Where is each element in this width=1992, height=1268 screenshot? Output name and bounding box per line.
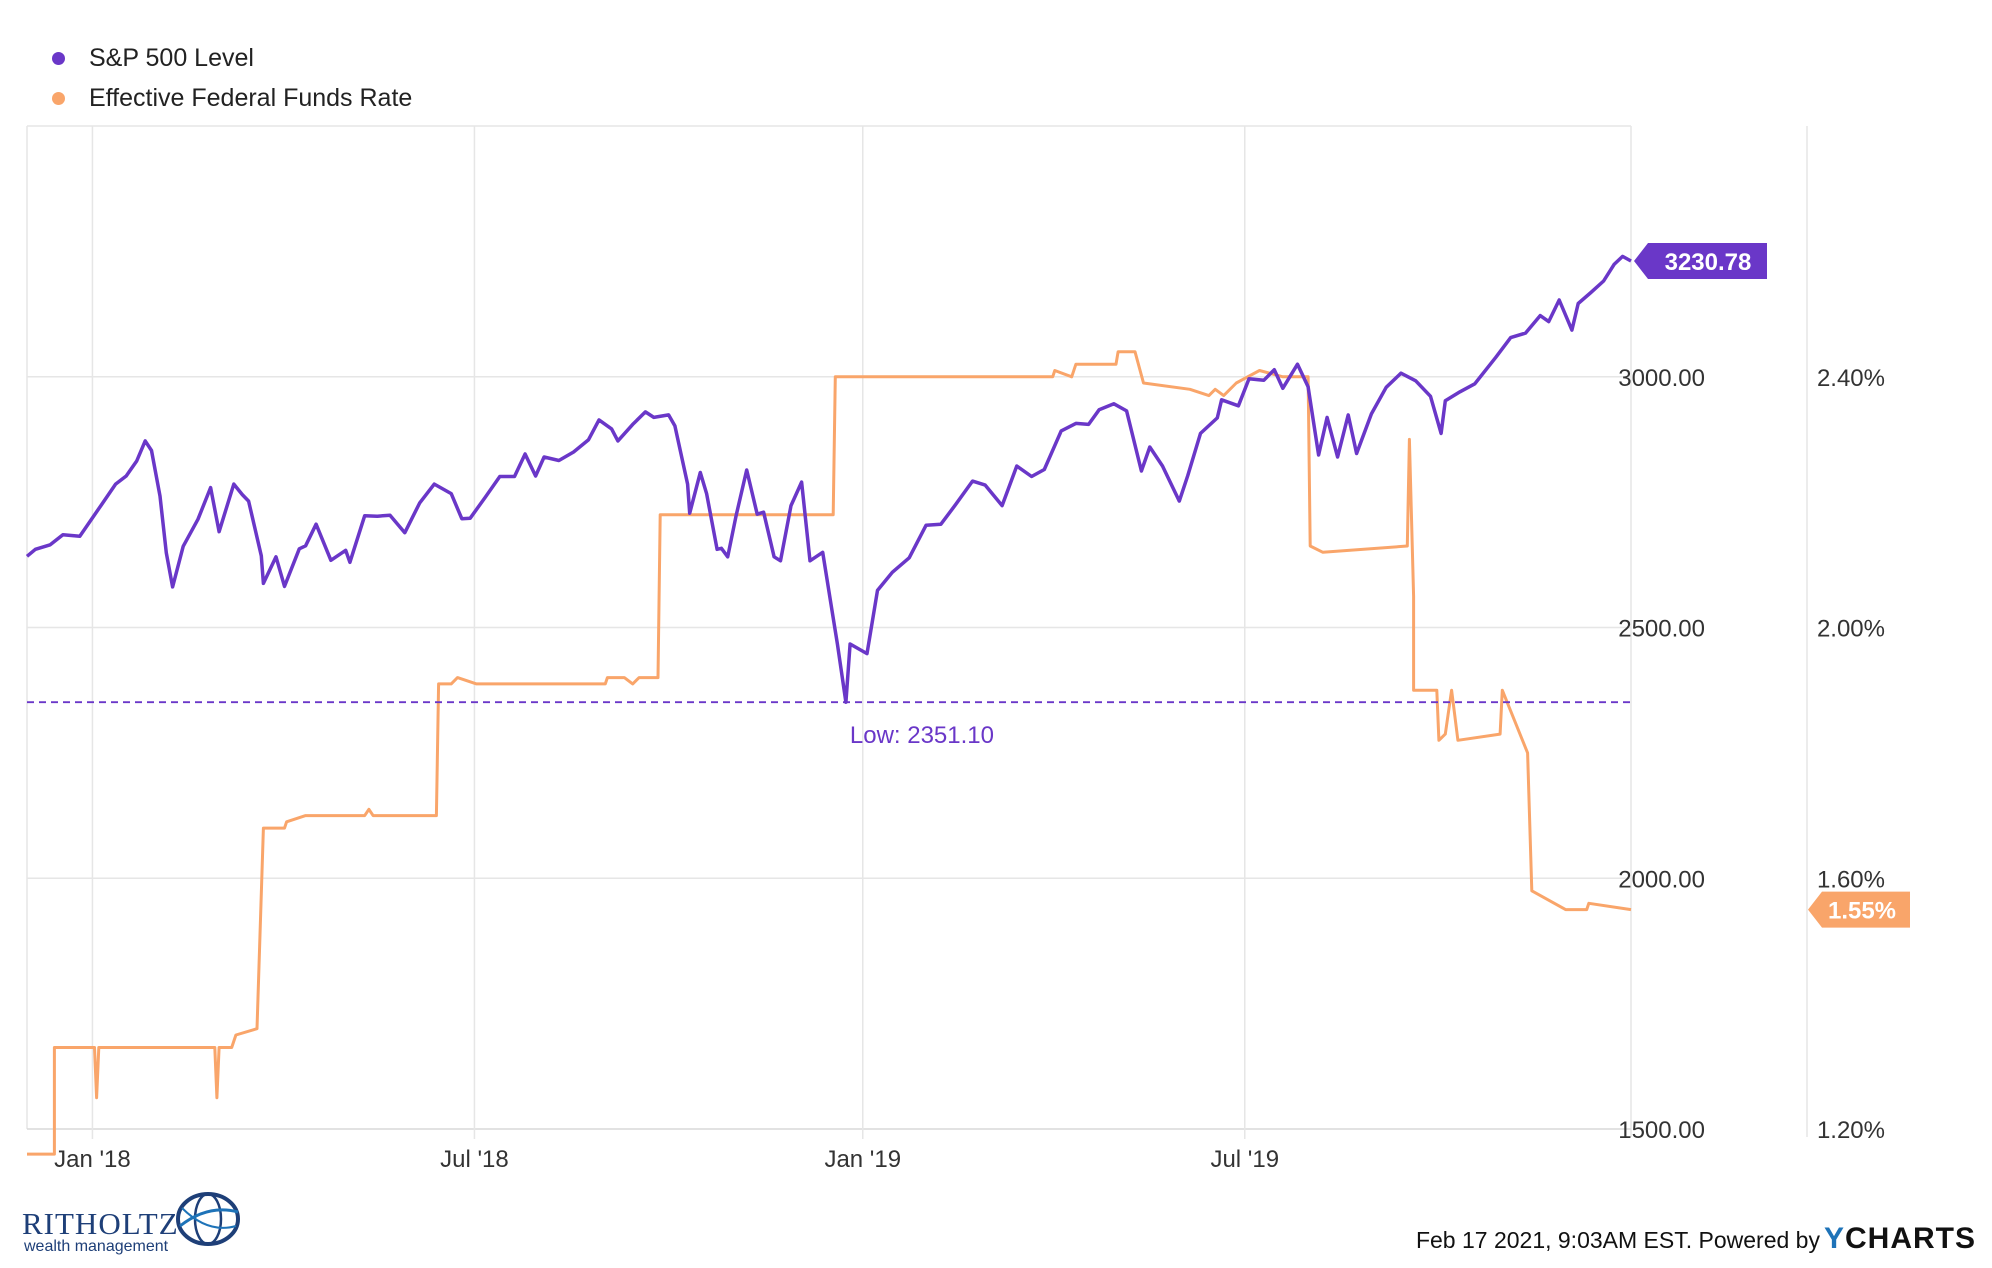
series-lines xyxy=(25,254,1632,1156)
low-annotation-label: Low: 2351.10 xyxy=(850,722,994,749)
tick-labels: 1500.00 2000.00 2500.00 3000.00 1.20% 1.60% 2.… xyxy=(54,365,1885,1173)
y-left-tick-label: 2000.00 xyxy=(1618,866,1705,893)
fedfunds-line xyxy=(27,350,1632,1156)
legend-item-sp500[interactable]: S&P 500 Level xyxy=(52,38,412,78)
x-tick-label: Jan '19 xyxy=(824,1146,901,1173)
y-right-tick-label: 1.60% xyxy=(1817,866,1885,893)
ritholtz-logo: RITHOLTZ wealth management xyxy=(22,1186,252,1256)
sp500-end-tag xyxy=(1634,243,1767,280)
footer-timestamp: Feb 17 2021, 9:03AM EST. Powered by xyxy=(1415,1227,1820,1253)
legend-item-fedfunds[interactable]: Effective Federal Funds Rate xyxy=(52,78,412,118)
x-tick-label: Jul '18 xyxy=(440,1146,509,1173)
legend-label-fedfunds: Effective Federal Funds Rate xyxy=(89,83,413,112)
x-tick-label: Jan '18 xyxy=(54,1146,131,1173)
fedfunds-end-tag xyxy=(1808,891,1910,928)
brand-subtitle: wealth management xyxy=(24,1238,169,1255)
y-right-tick-label: 2.40% xyxy=(1817,365,1885,392)
x-tick-label: Jul '19 xyxy=(1210,1146,1279,1173)
footer-attribution: Feb 17 2021, 9:03AM EST. Powered by YCHA… xyxy=(1416,1222,1976,1256)
y-left-tick-label: 1500.00 xyxy=(1618,1117,1705,1144)
ycharts-logo[interactable]: YCHARTS xyxy=(1824,1222,1976,1256)
y-right-tick-label: 1.20% xyxy=(1817,1117,1885,1144)
globe-icon xyxy=(176,1192,240,1246)
brand-name: RITHOLTZ xyxy=(22,1206,179,1241)
y-right-tick-label: 2.00% xyxy=(1817,616,1885,643)
legend-dot-fedfunds xyxy=(52,91,65,105)
legend: S&P 500 Level Effective Federal Funds Ra… xyxy=(52,38,412,118)
legend-label-sp500: S&P 500 Level xyxy=(89,43,254,72)
sp500-line xyxy=(25,254,1632,704)
ycharts-logo-rest: CHARTS xyxy=(1845,1222,1976,1255)
sp500-end-label: 3230.78 xyxy=(1665,249,1752,276)
ycharts-logo-y: Y xyxy=(1823,1222,1845,1255)
fedfunds-end-label: 1.55% xyxy=(1828,898,1896,925)
y-left-tick-label: 2500.00 xyxy=(1618,616,1705,643)
gridlines xyxy=(26,125,1808,1139)
y-left-tick-label: 3000.00 xyxy=(1618,365,1705,392)
annotations: Low: 2351.10 3230.78 1.55% xyxy=(27,243,1910,928)
legend-dot-sp500 xyxy=(52,51,65,65)
